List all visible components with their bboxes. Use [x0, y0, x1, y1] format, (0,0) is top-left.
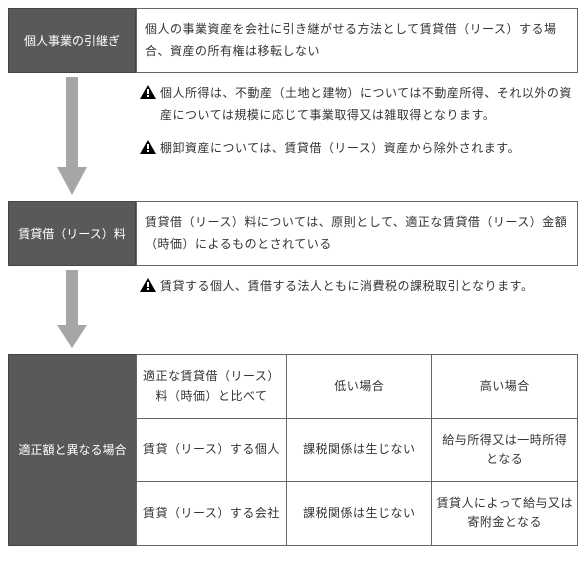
table-row: 適正な賃貸借（リース）料（時価）と比べて 低い場合 高い場合: [137, 355, 578, 418]
section-2-label: 賃貸借（リース）料: [8, 201, 136, 266]
table-row: 賃貸（リース）する会社 課税関係は生じない 賃貸人によって給与又は寄附金となる: [137, 482, 578, 545]
table-cell: 賃貸（リース）する会社: [137, 482, 287, 545]
warning-icon: [136, 138, 160, 154]
table-cell: 課税関係は生じない: [286, 482, 432, 545]
section-1: 個人事業の引継ぎ 個人の事業資産を会社に引き継がせる方法として賃貸借（リース）す…: [8, 8, 578, 73]
section-3: 適正額と異なる場合 適正な賃貸借（リース）料（時価）と比べて 低い場合 高い場合…: [8, 354, 578, 545]
table-cell: 課税関係は生じない: [286, 418, 432, 481]
warning-icon: [136, 276, 160, 292]
note-3: 賃貸する個人、賃借する法人ともに消費税の課税取引となります。: [136, 266, 578, 304]
table-cell: 低い場合: [286, 355, 432, 418]
arrow-notes-1: 個人所得は、不動産（土地と建物）については不動産所得、それ以外の資産については規…: [8, 73, 578, 201]
section-1-label: 個人事業の引継ぎ: [8, 8, 136, 73]
arrow-1: [8, 73, 136, 201]
warning-icon: [136, 83, 160, 99]
note-3-text: 賃貸する個人、賃借する法人ともに消費税の課税取引となります。: [160, 276, 533, 298]
table-cell: 給与所得又は一時所得となる: [432, 418, 578, 481]
section-3-label: 適正額と異なる場合: [8, 354, 136, 545]
note-1: 個人所得は、不動産（土地と建物）については不動産所得、それ以外の資産については規…: [136, 73, 578, 132]
note-1-text: 個人所得は、不動産（土地と建物）については不動産所得、それ以外の資産については規…: [160, 83, 578, 126]
table-row: 賃貸（リース）する個人 課税関係は生じない 給与所得又は一時所得となる: [137, 418, 578, 481]
table-cell: 賃貸（リース）する個人: [137, 418, 287, 481]
arrow-notes-2: 賃貸する個人、賃借する法人ともに消費税の課税取引となります。: [8, 266, 578, 354]
note-2-text: 棚卸資産については、賃貸借（リース）資産から除外されます。: [160, 138, 520, 160]
section-2-desc: 賃貸借（リース）料については、原則として、適正な賃貸借（リース）金額（時価）によ…: [136, 201, 578, 266]
section-2: 賃貸借（リース）料 賃貸借（リース）料については、原則として、適正な賃貸借（リー…: [8, 201, 578, 266]
arrow-2: [8, 266, 136, 354]
table-cell: 高い場合: [432, 355, 578, 418]
comparison-table: 適正な賃貸借（リース）料（時価）と比べて 低い場合 高い場合 賃貸（リース）する…: [136, 354, 578, 545]
table-cell: 賃貸人によって給与又は寄附金となる: [432, 482, 578, 545]
note-2: 棚卸資産については、賃貸借（リース）資産から除外されます。: [136, 132, 578, 170]
table-cell: 適正な賃貸借（リース）料（時価）と比べて: [137, 355, 287, 418]
section-1-desc: 個人の事業資産を会社に引き継がせる方法として賃貸借（リース）する場合、資産の所有…: [136, 8, 578, 73]
